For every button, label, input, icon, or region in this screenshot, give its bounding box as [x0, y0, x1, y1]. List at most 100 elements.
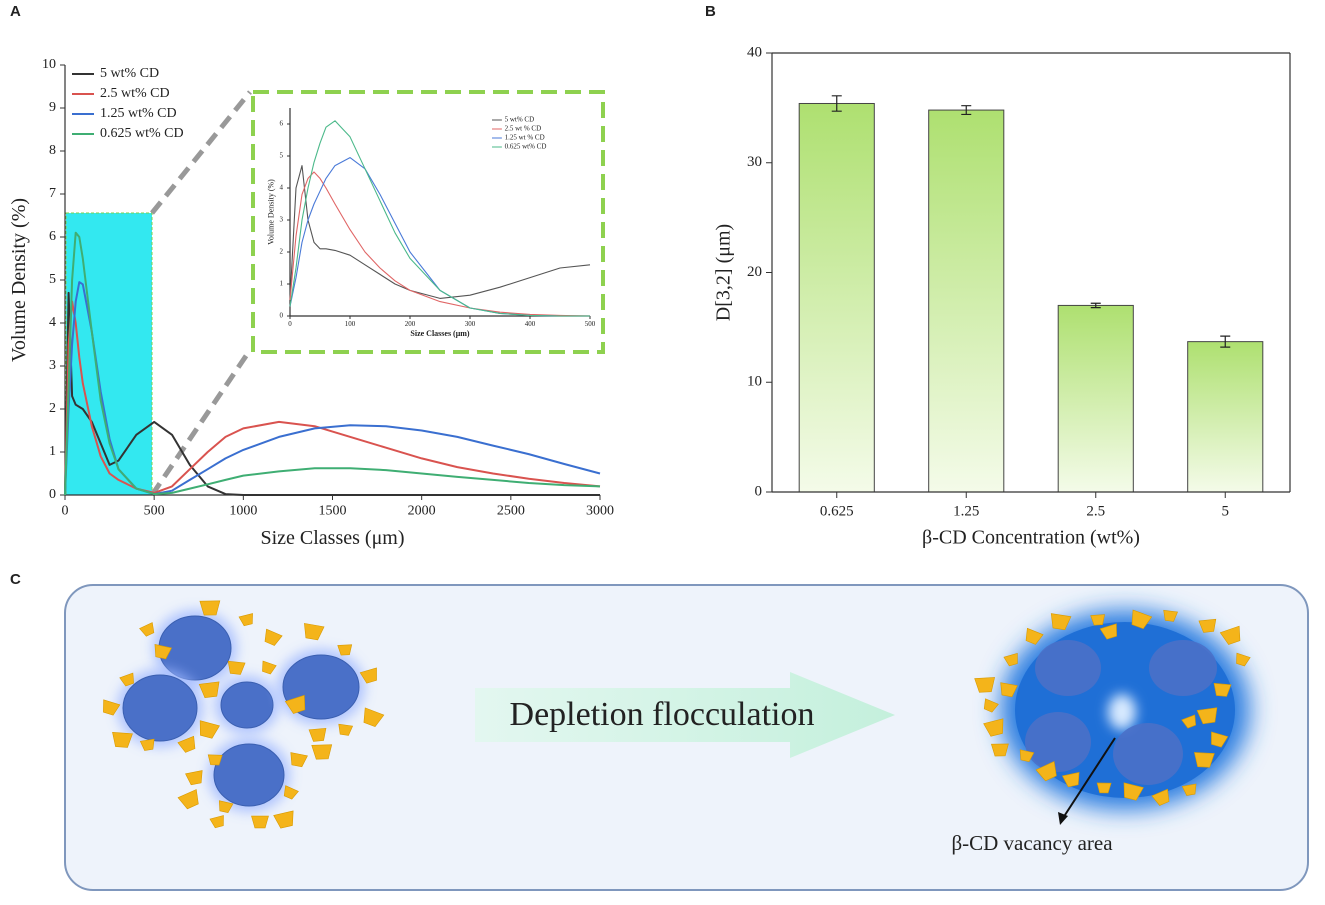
x-tick-label: 2000	[408, 503, 436, 518]
cyclodextrin	[1213, 682, 1232, 697]
cyclodextrin	[238, 613, 253, 627]
panel-label: C	[10, 571, 21, 588]
vacancy	[1108, 694, 1136, 730]
cyclodextrin	[199, 720, 220, 739]
cyclodextrin	[177, 789, 199, 810]
y-tick-label: 7	[49, 186, 56, 201]
droplet	[1113, 723, 1183, 785]
cyclodextrin	[185, 770, 203, 786]
y-tick-label: 5	[280, 152, 284, 160]
line-series	[64, 231, 601, 496]
x-axis-label: Size Classes (μm)	[410, 329, 470, 338]
y-tick-label: 0	[280, 312, 284, 320]
x-tick-label: 0	[288, 320, 292, 328]
y-tick-label: 30	[747, 154, 762, 170]
cyclodextrin	[1196, 707, 1218, 725]
cyclodextrin	[1211, 731, 1229, 748]
cyclodextrin	[209, 815, 224, 829]
cyclodextrin	[1163, 609, 1178, 622]
cyclodextrin	[1050, 613, 1072, 631]
cyclodextrin	[990, 743, 1009, 757]
legend-label: 5 wt% CD	[505, 116, 535, 124]
x-tick-label: 500	[144, 503, 165, 518]
cyclodextrin	[1090, 614, 1106, 626]
y-axis-label: Volume Density (%)	[8, 198, 30, 362]
x-tick-label: 0.625	[820, 503, 854, 519]
line-series	[64, 281, 601, 496]
y-tick-label: 1	[280, 280, 284, 288]
legend-label: 5 wt% CD	[100, 66, 159, 81]
legend-label: 2.5 wt% CD	[100, 86, 170, 101]
cyclodextrin	[1181, 783, 1197, 796]
cyclodextrin	[112, 731, 133, 748]
cyclodextrin	[1035, 760, 1057, 782]
y-tick-label: 6	[49, 229, 56, 244]
zoom-connector	[149, 348, 253, 497]
cyclodextrin	[284, 694, 306, 714]
x-tick-label: 3000	[586, 503, 614, 518]
legend-label: 1.25 wt% CD	[100, 106, 177, 121]
y-tick-label: 40	[747, 44, 762, 60]
cyclodextrin	[1000, 682, 1018, 698]
cyclodextrin	[1061, 772, 1080, 788]
y-tick-label: 20	[747, 264, 762, 280]
cyclodextrin	[1236, 652, 1251, 667]
droplet	[220, 681, 274, 729]
x-tick-label: 5	[1222, 503, 1230, 519]
x-tick-label: 1.25	[953, 503, 979, 519]
x-tick-label: 2500	[497, 503, 525, 518]
cyclodextrin	[1099, 623, 1117, 640]
y-tick-label: 4	[280, 184, 284, 192]
error-bar	[961, 105, 972, 116]
x-tick-label: 2.5	[1086, 503, 1105, 519]
cyclodextrin	[199, 600, 221, 616]
cyclodextrin	[311, 744, 333, 760]
cyclodextrin	[1003, 652, 1018, 667]
cyclodextrin	[154, 644, 173, 660]
panel-label: A	[10, 3, 21, 20]
cyclodextrin	[338, 723, 354, 736]
error-bar	[831, 95, 842, 112]
cyclodextrin	[1181, 714, 1196, 729]
cyclodextrin	[363, 707, 385, 728]
bar	[1187, 341, 1264, 493]
error-bar	[1090, 302, 1101, 309]
cyclodextrin	[304, 623, 325, 641]
cyclodextrin	[1151, 788, 1170, 806]
x-tick-label: 300	[465, 320, 476, 328]
cyclodextrin	[139, 738, 155, 751]
error-bar	[1220, 335, 1231, 348]
legend-label: 2.5 wt % CD	[505, 125, 542, 133]
y-tick-label: 3	[280, 216, 284, 224]
droplet	[213, 743, 285, 807]
x-tick-label: 100	[345, 320, 356, 328]
y-tick-label: 3	[49, 358, 56, 373]
cyclodextrin	[1131, 609, 1153, 629]
cyclodextrin	[273, 810, 294, 829]
cyclodextrin	[139, 622, 155, 637]
cyclodextrin	[1123, 782, 1144, 801]
zoom-connector	[150, 90, 252, 215]
bar	[1057, 304, 1134, 493]
cyclodextrin	[308, 727, 327, 742]
y-tick-label: 5	[49, 272, 56, 287]
cyclodextrin	[974, 677, 996, 693]
zoom-region	[65, 212, 153, 496]
cyclodextrin	[264, 628, 283, 646]
cyclodextrin	[359, 667, 377, 684]
x-tick-label: 200	[405, 320, 416, 328]
legend-label: 1.25 wt % CD	[505, 134, 545, 142]
cyclodextrin	[218, 800, 234, 814]
line-series	[64, 300, 601, 496]
x-axis-label: β-CD Concentration (wt%)	[922, 527, 1140, 549]
annotation-label: β-CD vacancy area	[951, 831, 1113, 855]
x-tick-label: 400	[525, 320, 536, 328]
cyclodextrin	[283, 785, 299, 800]
y-tick-label: 1	[49, 444, 56, 459]
process-label: Depletion flocculation	[510, 696, 815, 733]
process-arrow	[475, 672, 895, 758]
annotation-arrowhead	[1058, 812, 1068, 825]
inset-frame	[251, 90, 605, 354]
panel-label: B	[705, 3, 716, 20]
